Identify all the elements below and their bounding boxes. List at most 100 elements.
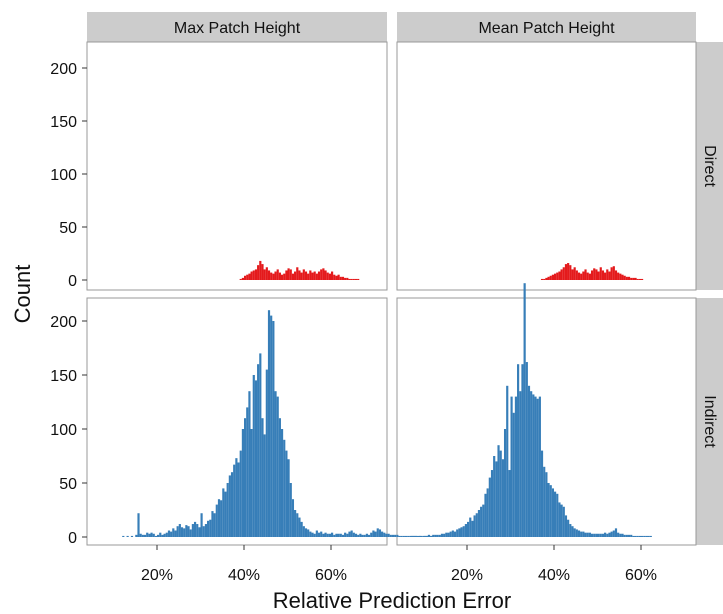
histogram-bar: [599, 533, 602, 537]
histogram-bar: [370, 532, 373, 537]
histogram-bar: [187, 526, 190, 537]
histogram-bar: [543, 278, 546, 280]
histogram-bar: [317, 532, 321, 537]
y-tick-label: 50: [59, 220, 77, 237]
histogram-bar: [501, 459, 504, 537]
histogram-bar: [564, 264, 568, 280]
histogram-bar: [562, 267, 565, 280]
histogram-bar: [265, 369, 268, 537]
histogram-bar: [222, 488, 225, 537]
histogram-bar: [250, 429, 253, 537]
histogram-bar: [398, 535, 401, 537]
histogram-bar: [252, 375, 255, 537]
histogram-bar: [423, 535, 426, 537]
histogram-bar: [608, 532, 611, 537]
histogram-bar: [137, 513, 140, 537]
histogram-bar: [261, 264, 264, 280]
histogram-bar: [582, 271, 585, 280]
histogram-bar: [294, 271, 297, 280]
histogram-bar: [612, 530, 615, 537]
histogram-bar: [499, 450, 502, 537]
histogram-bar: [606, 269, 609, 280]
y-tick-label: 50: [59, 476, 77, 493]
y-tick-label: 0: [68, 530, 77, 547]
histogram-direct-max: [239, 260, 360, 280]
histogram-bar: [278, 272, 281, 280]
histogram-bar: [296, 513, 299, 537]
histogram-bar: [241, 277, 244, 280]
histogram-bar: [254, 269, 258, 280]
histogram-bar: [625, 276, 628, 280]
histogram-bar: [248, 391, 251, 537]
histogram-bar: [204, 524, 208, 537]
histogram-bar: [464, 524, 467, 537]
histogram-bar: [619, 533, 622, 537]
panel-frame: [86, 41, 388, 291]
histogram-bar: [322, 533, 325, 537]
histogram-bar: [567, 519, 570, 537]
histogram-bar: [298, 270, 301, 280]
histogram-bar: [547, 483, 550, 537]
y-tick-label: 100: [50, 167, 77, 184]
y-tick-label: 150: [50, 114, 77, 131]
histogram-bar: [558, 271, 561, 280]
histogram-bar: [339, 276, 342, 280]
histogram-bar: [291, 273, 295, 280]
histogram-bar: [246, 274, 249, 280]
histogram-bar: [619, 273, 622, 280]
histogram-bar: [346, 277, 349, 280]
histogram-bar: [597, 271, 600, 280]
histogram-bar: [477, 510, 481, 537]
histogram-bar: [647, 535, 650, 537]
histogram-bar: [333, 274, 336, 280]
histogram-bar: [456, 529, 459, 537]
histogram-bar: [604, 532, 607, 537]
histogram-bar: [196, 524, 199, 537]
histogram-bar: [593, 268, 596, 280]
histogram-bar: [326, 272, 329, 280]
histogram-bar: [200, 513, 203, 537]
histogram-bar: [590, 533, 594, 537]
histogram-bar: [554, 491, 557, 537]
histogram-bar: [440, 533, 444, 537]
histogram-bar: [241, 429, 244, 537]
histogram-bar: [525, 362, 528, 537]
histogram-bar: [352, 278, 355, 280]
histogram-bar: [276, 396, 279, 537]
histogram-bar: [141, 534, 144, 537]
histogram-bar: [348, 278, 351, 280]
histogram-bar: [638, 535, 641, 537]
histogram-bar: [359, 533, 362, 537]
histogram-bar: [309, 531, 312, 537]
histogram-bar: [543, 466, 546, 537]
histogram-bar: [174, 530, 177, 537]
histogram-bar: [178, 524, 181, 537]
histogram-bar: [139, 533, 142, 537]
histogram-bar: [272, 321, 275, 537]
histogram-bar: [387, 533, 390, 537]
histogram-bar: [150, 532, 153, 537]
histogram-bar: [335, 275, 338, 280]
histogram-bar: [530, 391, 533, 537]
histogram-bar: [630, 534, 633, 537]
histogram-bar: [569, 524, 572, 537]
histogram-bar: [244, 418, 247, 537]
histogram-bar: [407, 535, 410, 537]
histogram-bar: [432, 534, 435, 537]
histogram-bar: [270, 272, 273, 280]
histogram-bar: [272, 273, 275, 280]
histogram-bar: [638, 278, 641, 280]
histogram-bar: [320, 531, 323, 537]
histogram-bar: [296, 267, 299, 280]
histogram-bar: [414, 535, 417, 537]
histogram-bar: [410, 535, 413, 537]
histogram-bar: [508, 470, 511, 537]
histogram-bar: [580, 273, 583, 280]
histogram-bar: [582, 531, 585, 537]
histogram-bar: [588, 273, 591, 280]
histogram-bar: [320, 269, 323, 280]
histogram-bar: [267, 310, 271, 537]
histogram-bar: [506, 385, 509, 537]
histogram-bar: [493, 456, 496, 537]
histogram-bar: [257, 364, 260, 537]
